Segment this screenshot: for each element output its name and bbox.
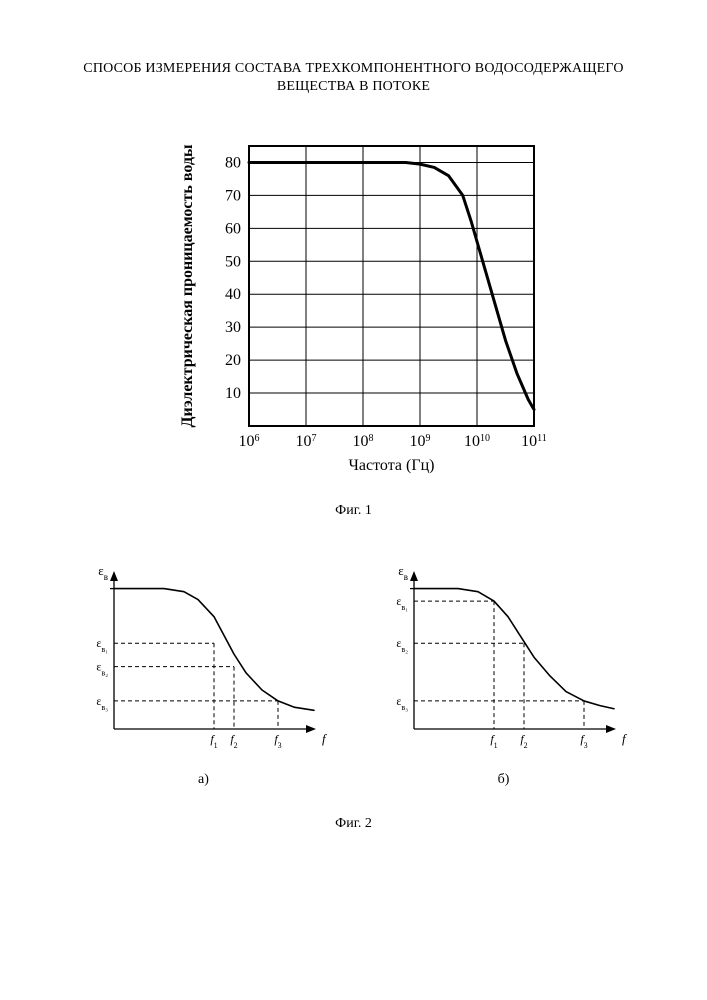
figure-2a-label: а) — [74, 772, 334, 788]
svg-text:40: 40 — [225, 287, 241, 304]
svg-text:εв₃: εв₃ — [96, 694, 108, 712]
svg-text:f1: f1 — [210, 732, 217, 750]
svg-text:f2: f2 — [230, 732, 237, 750]
svg-text:εв₁: εв₁ — [396, 594, 408, 612]
svg-text:f3: f3 — [580, 732, 587, 750]
figure-2-panel-a: εв f εв₁ f1 εв₂ f2 εв₃ f3 а) — [74, 559, 334, 788]
svg-text:108: 108 — [352, 433, 373, 451]
svg-text:f: f — [322, 731, 328, 746]
svg-text:70: 70 — [225, 188, 241, 205]
svg-text:20: 20 — [225, 352, 241, 369]
svg-text:107: 107 — [295, 433, 316, 451]
page-title: СПОСОБ ИЗМЕРЕНИЯ СОСТАВА ТРЕХКОМПОНЕНТНО… — [50, 60, 657, 96]
svg-text:εв: εв — [398, 563, 408, 582]
svg-text:109: 109 — [409, 433, 430, 451]
svg-text:f1: f1 — [490, 732, 497, 750]
svg-text:50: 50 — [225, 254, 241, 271]
svg-text:f3: f3 — [274, 732, 281, 750]
svg-text:80: 80 — [225, 155, 241, 172]
figure-1-caption: Фиг. 1 — [154, 503, 554, 519]
figure-1-chart: 106 107 108 109 1010 1011 10 20 30 40 50 60 70 80 Част… — [154, 126, 554, 486]
figure-2b-label: б) — [374, 772, 634, 788]
figure-1: 106 107 108 109 1010 1011 10 20 30 40 50 60 70 80 Част… — [154, 126, 554, 519]
svg-text:1011: 1011 — [521, 433, 547, 451]
figure-2-panel-b: εв f εв₁ f1 εв₂ f2 εв₃ f3 б) — [374, 559, 634, 788]
svg-text:1010: 1010 — [464, 433, 490, 451]
svg-text:10: 10 — [225, 385, 241, 402]
svg-text:60: 60 — [225, 221, 241, 238]
svg-text:106: 106 — [238, 433, 259, 451]
title-line-1: СПОСОБ ИЗМЕРЕНИЯ СОСТАВА ТРЕХКОМПОНЕНТНО… — [83, 61, 623, 76]
svg-text:εв₂: εв₂ — [96, 660, 108, 678]
svg-text:εв₂: εв₂ — [396, 637, 408, 655]
figure-2b-chart: εв f εв₁ f1 εв₂ f2 εв₃ f3 — [374, 559, 634, 759]
svg-text:εв₃: εв₃ — [396, 694, 408, 712]
svg-text:εв₁: εв₁ — [96, 637, 108, 655]
figure-2: εв f εв₁ f1 εв₂ f2 εв₃ f3 а) εв f εв₁ f1 εв₂ f2 εв₃ f3… — [0, 559, 707, 788]
svg-text:f2: f2 — [520, 732, 527, 750]
svg-text:εв: εв — [98, 563, 108, 582]
figure-2-caption: Фиг. 2 — [0, 816, 707, 832]
svg-text:Диэлектрическая проницаемость: Диэлектрическая проницаемость воды — [179, 144, 196, 428]
figure-2a-chart: εв f εв₁ f1 εв₂ f2 εв₃ f3 — [74, 559, 334, 759]
svg-text:30: 30 — [225, 320, 241, 337]
svg-text:Частота (Гц): Частота (Гц) — [348, 457, 434, 474]
svg-text:f: f — [622, 731, 628, 746]
title-line-2: ВЕЩЕСТВА В ПОТОКЕ — [277, 79, 430, 94]
